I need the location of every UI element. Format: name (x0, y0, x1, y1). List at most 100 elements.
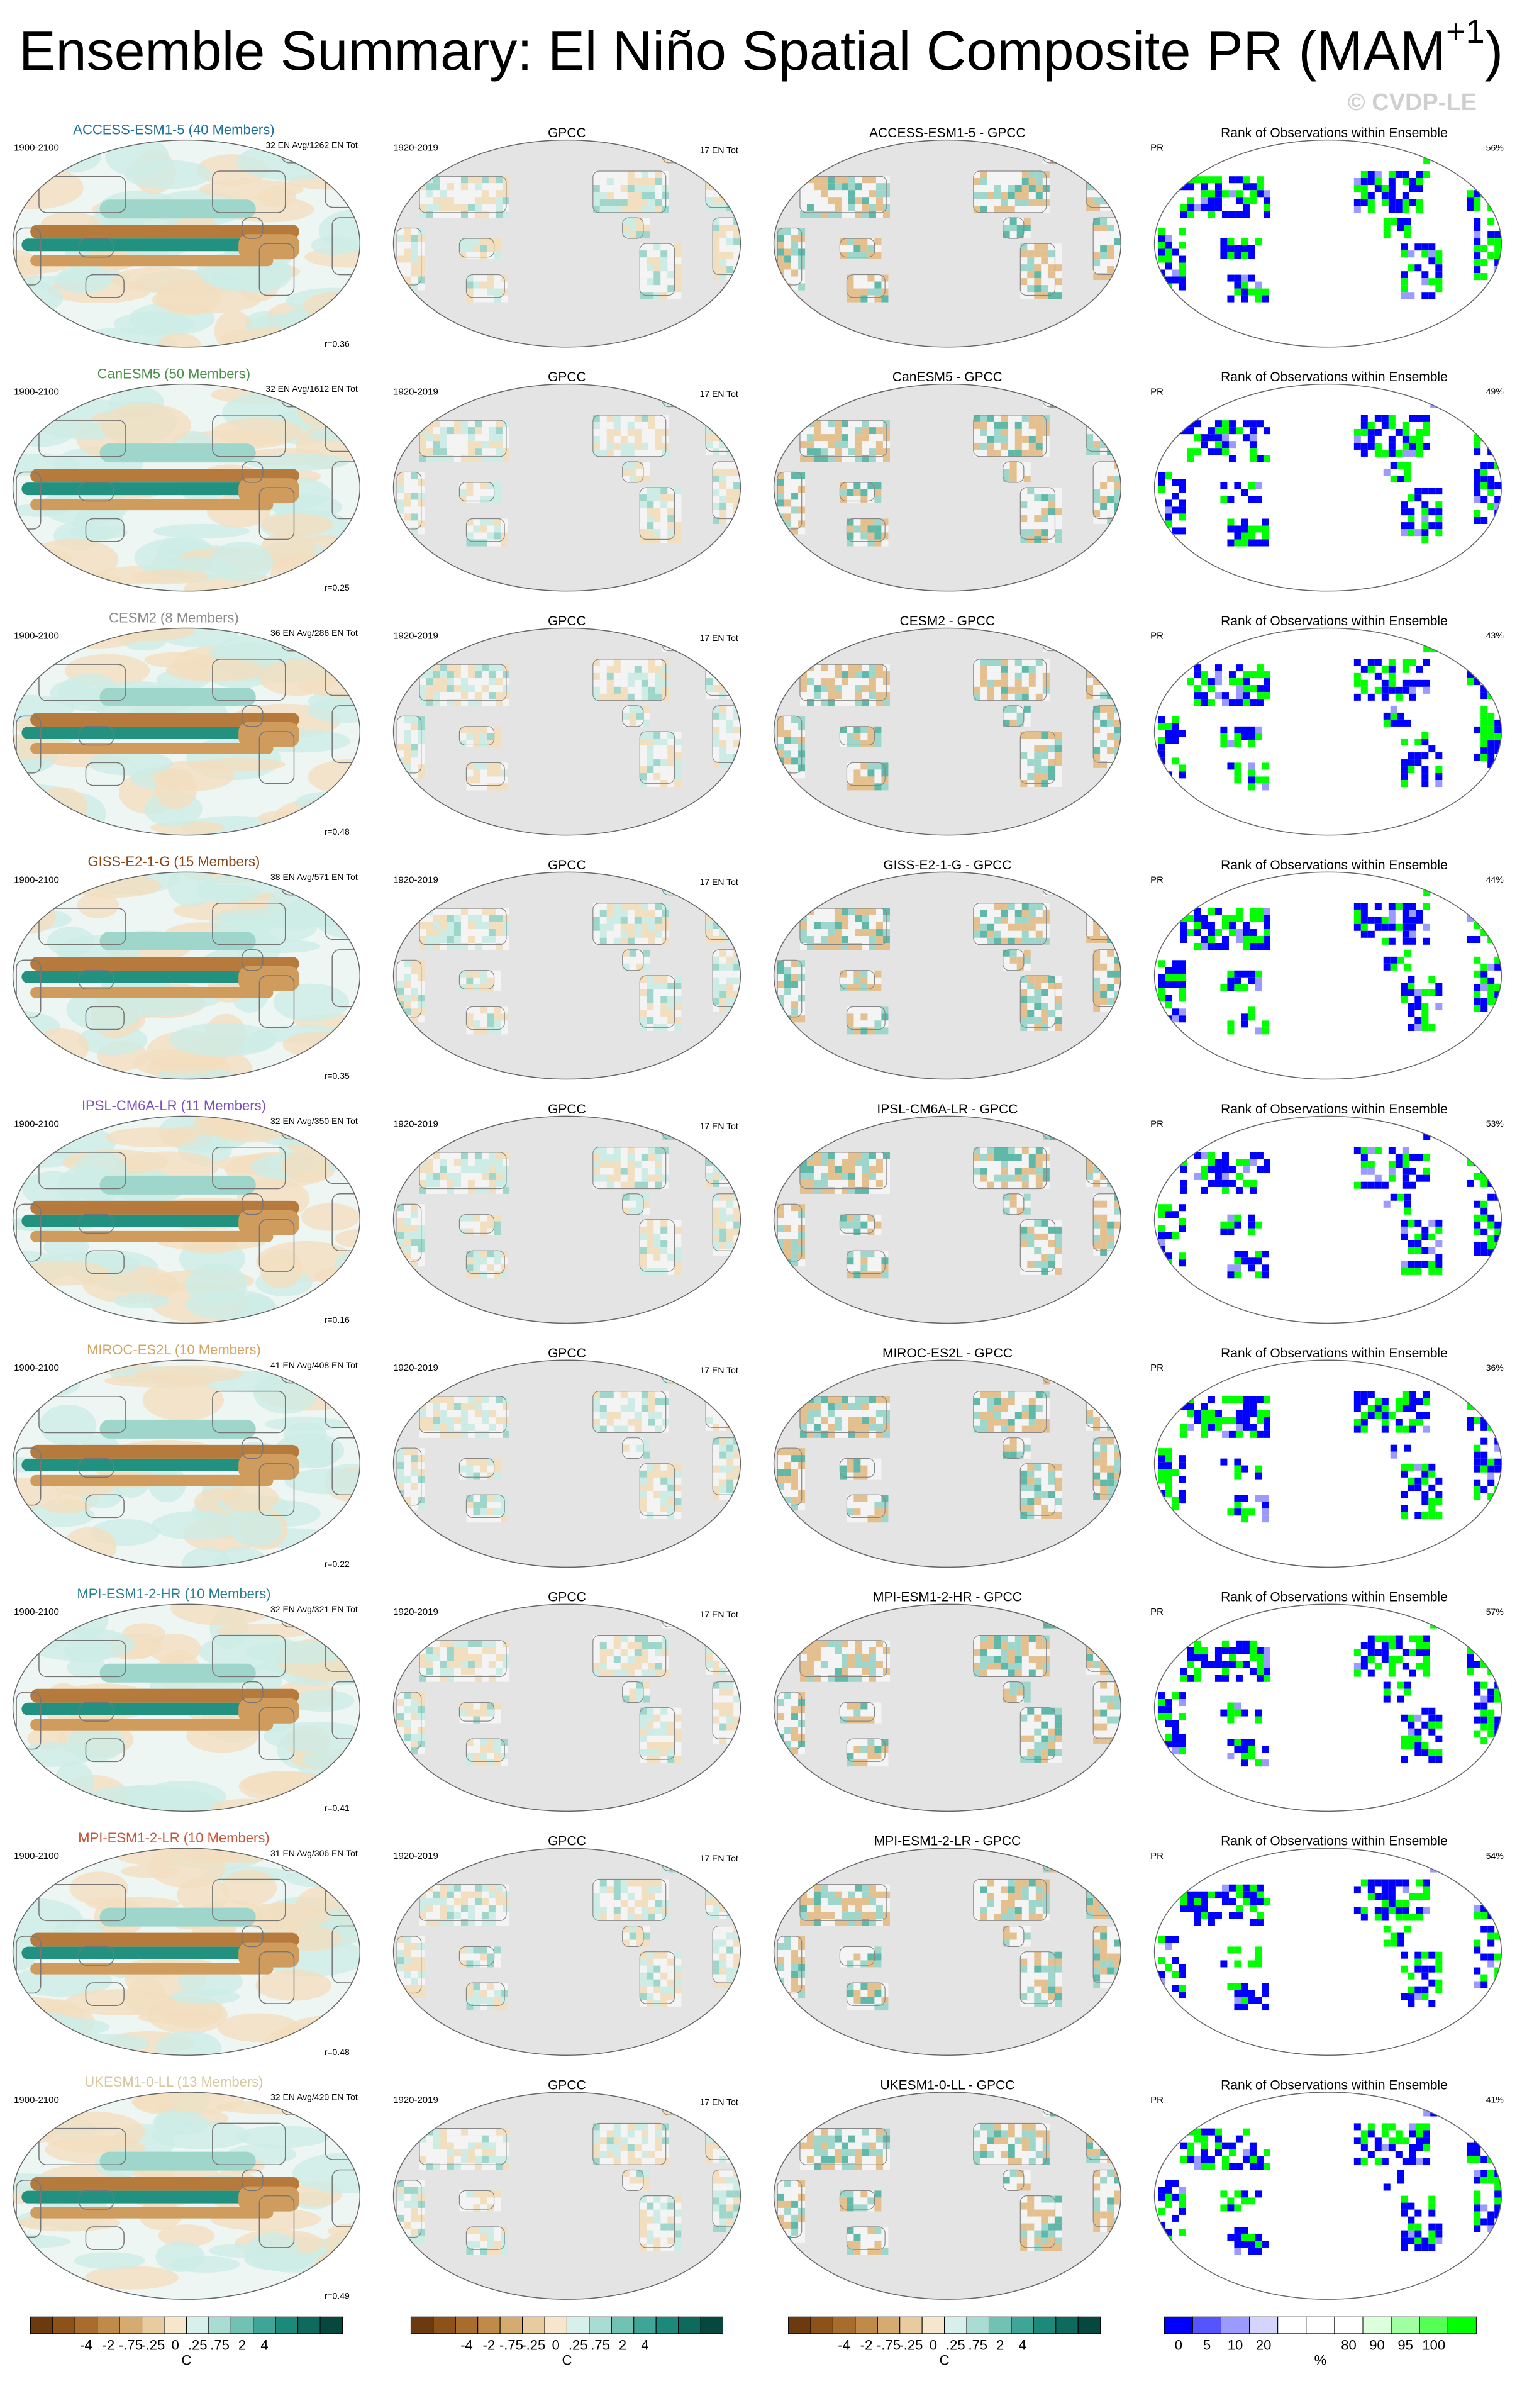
land-cell (1107, 441, 1114, 449)
land-cell (1494, 922, 1502, 930)
land-cell (813, 1173, 821, 1180)
land-cell (733, 420, 741, 428)
land-cell (473, 776, 480, 784)
land-cell (653, 773, 661, 781)
land-cell (487, 482, 494, 489)
land-cell (706, 448, 713, 455)
land-cell (806, 1166, 814, 1173)
land-cell (1408, 1023, 1415, 1031)
land-cell (487, 762, 494, 770)
land-cell (473, 783, 480, 791)
land-cell (397, 995, 404, 1002)
land-cell (740, 516, 741, 524)
land-cell (994, 917, 1001, 924)
land-cell (777, 981, 785, 988)
land-cell (862, 1179, 869, 1187)
anomaly-band (99, 931, 256, 950)
land-cell (733, 1200, 741, 1208)
land-cell (1248, 740, 1255, 747)
land-cell (629, 218, 636, 225)
land-cell (404, 744, 411, 751)
land-cell (1093, 225, 1101, 232)
land-cell (1428, 745, 1436, 753)
land-cell (480, 1027, 487, 1035)
land-cell (1381, 923, 1389, 931)
model-name: IPSL-CM6A-LR (11 Members) (82, 1098, 266, 1113)
land-cell (834, 1179, 842, 1187)
land-cell (1404, 475, 1411, 482)
land-cell (1201, 943, 1208, 950)
land-cell (599, 686, 607, 694)
land-cell (1008, 937, 1015, 945)
land-cell (1416, 917, 1423, 924)
land-cell (719, 1193, 727, 1201)
land-cell (740, 176, 741, 184)
land-cell (855, 699, 862, 706)
land-cell (404, 750, 411, 758)
land-cell (798, 1204, 806, 1212)
land-cell (1158, 744, 1165, 751)
land-cell (1023, 218, 1031, 225)
land-cell (1248, 539, 1255, 547)
land-cell (397, 479, 404, 486)
land-cell (1048, 536, 1055, 543)
land-cell (1388, 923, 1396, 931)
land-cell (622, 963, 630, 971)
land-cell (641, 903, 648, 910)
land-cell (1381, 666, 1389, 673)
land-cell (397, 506, 404, 514)
land-cell (1048, 243, 1055, 251)
land-cell (841, 1173, 848, 1180)
land-cell (641, 449, 648, 457)
land-cell (667, 1010, 675, 1017)
land-cell (1416, 171, 1423, 179)
land-cell (1048, 522, 1055, 530)
land-cell (840, 245, 847, 252)
land-cell (460, 1159, 468, 1166)
land-cell (1435, 522, 1443, 530)
land-cell (627, 1174, 635, 1182)
land-cell (733, 231, 741, 239)
land-cell (613, 206, 621, 213)
land-cell (1014, 171, 1022, 179)
land-cell (599, 206, 607, 213)
land-cell (1467, 671, 1474, 679)
land-cell (674, 488, 682, 495)
land-cell (1100, 225, 1108, 232)
land-cell (453, 685, 461, 693)
land-cell (841, 441, 848, 449)
land-outline (839, 1214, 875, 1234)
land-cell (606, 1168, 614, 1175)
map-border (392, 383, 742, 592)
land-cell (1262, 518, 1269, 526)
land-cell (848, 204, 855, 211)
land-cell (1028, 178, 1036, 186)
land-outline (38, 664, 126, 701)
land-cell (726, 266, 734, 274)
land-cell (411, 995, 418, 1002)
land-cell (1474, 998, 1481, 1005)
land-cell (1035, 442, 1043, 450)
land-cell (713, 468, 720, 476)
land-cell (1416, 199, 1423, 206)
land-cell (647, 1247, 654, 1254)
land-cell (1020, 1017, 1028, 1024)
land-cell (1021, 199, 1029, 206)
land-cell (726, 726, 734, 733)
land-cell (980, 903, 987, 910)
land-cell (467, 1173, 475, 1180)
land-cell (1480, 692, 1488, 700)
land-cell (494, 726, 501, 733)
land-cell (853, 238, 861, 245)
land-cell (1034, 271, 1042, 279)
land-cell (813, 692, 821, 700)
land-cell (599, 937, 607, 945)
land-cell (1086, 685, 1094, 693)
anomaly-blob (245, 453, 350, 471)
anomaly-blob (13, 410, 77, 447)
land-cell (1414, 494, 1422, 502)
land-cell (1421, 501, 1429, 509)
land-cell (1480, 273, 1488, 281)
land-cell (784, 235, 792, 242)
land-cell (660, 1233, 668, 1240)
